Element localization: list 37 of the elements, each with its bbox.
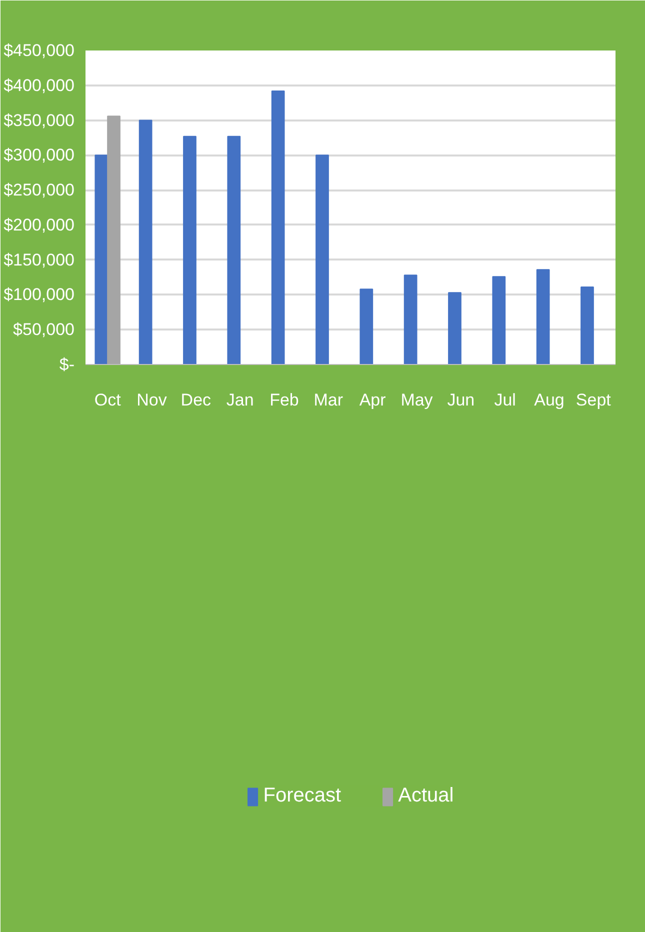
bar xyxy=(492,276,506,364)
bar xyxy=(536,269,550,364)
y-tick-label: $- xyxy=(59,355,75,374)
y-tick-label: $350,000 xyxy=(4,110,74,130)
x-tick-label: Jul xyxy=(494,390,516,410)
bar xyxy=(138,120,152,364)
y-tick-label: $200,000 xyxy=(4,215,74,234)
bar xyxy=(94,154,108,364)
x-tick-label: Sept xyxy=(576,390,612,410)
x-tick-label: May xyxy=(400,390,434,410)
bar xyxy=(404,274,418,364)
bar xyxy=(448,292,462,364)
y-tick-label: $50,000 xyxy=(13,320,74,340)
y-tick-label: $400,000 xyxy=(4,76,74,95)
x-tick-label: Feb xyxy=(270,390,299,410)
x-tick-label: Nov xyxy=(136,390,168,410)
y-tick-label: $250,000 xyxy=(4,180,74,200)
bar xyxy=(580,286,594,364)
bar xyxy=(227,136,241,364)
x-tick-label: Oct xyxy=(94,390,122,410)
bar xyxy=(271,90,285,364)
bar xyxy=(316,154,329,364)
x-tick-label: Mar xyxy=(314,390,344,410)
y-tick-label: $100,000 xyxy=(4,285,74,304)
y-tick-label: $450,000 xyxy=(4,41,74,60)
x-tick-label: Jan xyxy=(226,390,254,410)
x-tick-label: Dec xyxy=(180,390,212,410)
y-tick-label: $150,000 xyxy=(4,250,74,270)
x-tick-label: Aug xyxy=(534,390,564,410)
bar xyxy=(183,136,196,364)
bar xyxy=(107,116,120,364)
x-tick-label: Jun xyxy=(447,390,475,410)
legend-label: Forecast xyxy=(263,784,342,808)
y-tick-label: $300,000 xyxy=(4,146,74,165)
x-tick-label: Apr xyxy=(359,390,386,410)
legend-label: Actual xyxy=(398,784,454,808)
bar xyxy=(360,288,374,364)
